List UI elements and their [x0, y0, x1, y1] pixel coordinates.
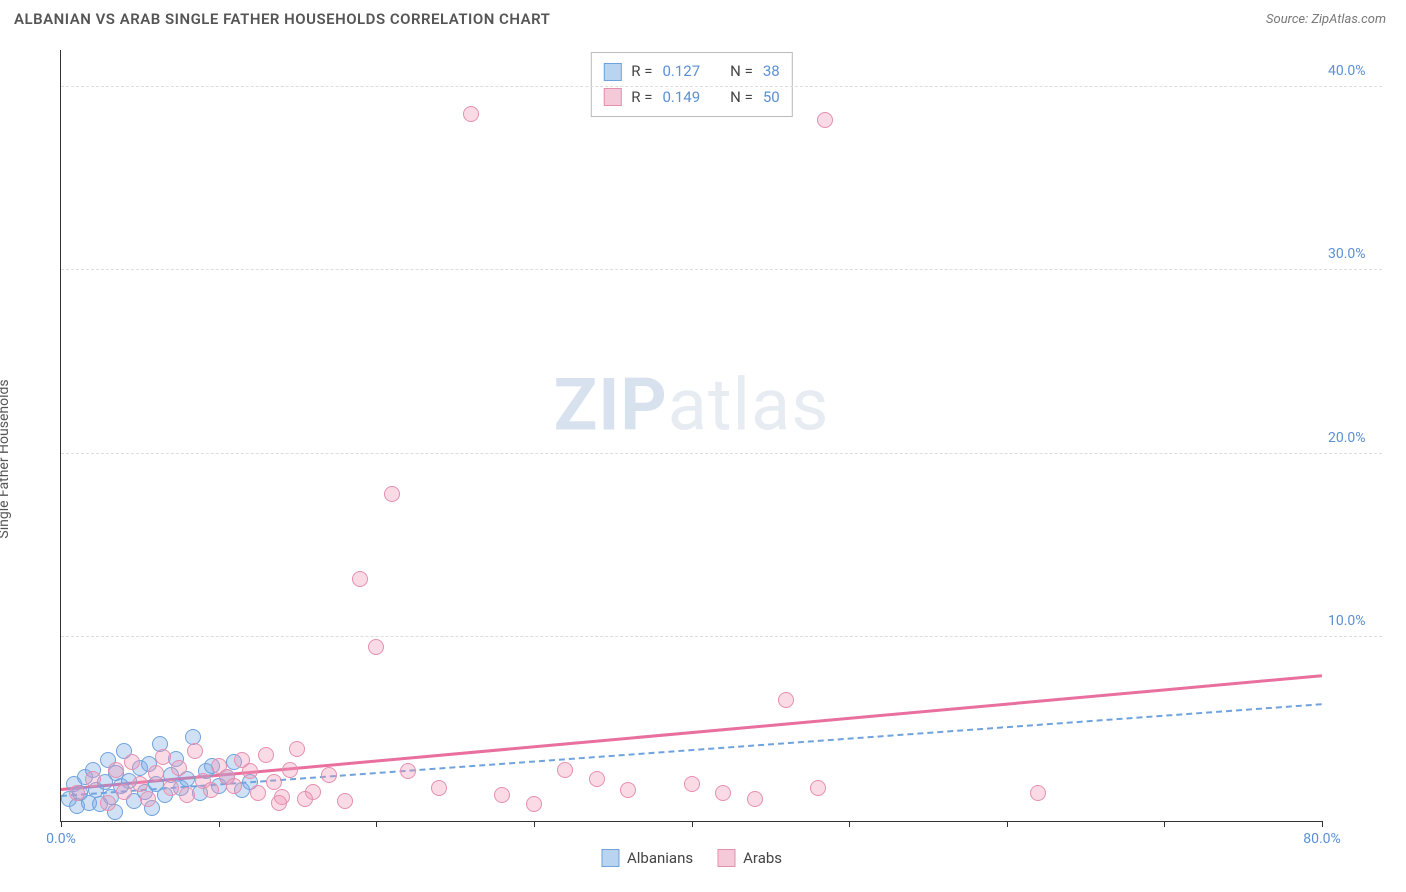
legend-n-value: 50: [763, 85, 780, 111]
data-point: [715, 785, 731, 801]
series-legend-item: Albanians: [601, 849, 693, 867]
gridline: [61, 453, 1382, 454]
legend-r-value: 0.149: [662, 85, 700, 111]
data-point: [810, 780, 826, 796]
data-point: [557, 762, 573, 778]
y-tick-label: 30.0%: [1328, 246, 1384, 262]
legend-n-label: N =: [730, 85, 753, 111]
data-point: [400, 763, 416, 779]
data-point: [463, 106, 479, 122]
data-point: [526, 796, 542, 812]
legend-r-label: R =: [631, 59, 652, 85]
legend-n-label: N =: [730, 59, 753, 85]
x-tick-label: 0.0%: [46, 831, 76, 847]
correlation-legend: R = 0.127 N = 38 R = 0.149 N = 50: [590, 52, 792, 117]
data-point: [187, 743, 203, 759]
x-tick: [1322, 821, 1323, 827]
data-point: [226, 778, 242, 794]
data-point: [266, 774, 282, 790]
data-point: [368, 639, 384, 655]
data-point: [289, 741, 305, 757]
series-legend-label: Arabs: [743, 849, 782, 867]
data-point: [116, 784, 132, 800]
legend-swatch: [601, 849, 619, 867]
data-point: [148, 765, 164, 781]
y-tick-label: 10.0%: [1328, 613, 1384, 629]
data-point: [85, 771, 101, 787]
legend-swatch: [603, 63, 621, 81]
series-legend-label: Albanians: [627, 849, 693, 867]
x-tick-label: 80.0%: [1303, 831, 1341, 847]
plot-area: ZIPatlas R =0.127N =38R =0.149N =50 Alba…: [60, 50, 1322, 822]
data-point: [1030, 785, 1046, 801]
data-point: [132, 776, 148, 792]
gridline: [61, 86, 1382, 87]
legend-row: R = 0.127 N = 38: [603, 59, 779, 85]
data-point: [258, 747, 274, 763]
x-tick: [61, 821, 62, 827]
source-value: ZipAtlas.com: [1311, 12, 1386, 27]
data-point: [250, 785, 266, 801]
header: ALBANIAN VS ARAB SINGLE FATHER HOUSEHOLD…: [0, 0, 1406, 34]
gridline: [61, 636, 1382, 637]
data-point: [778, 692, 794, 708]
legend-r-value: 0.127: [662, 59, 700, 85]
data-point: [589, 771, 605, 787]
legend-row: R = 0.149 N = 50: [603, 85, 779, 111]
data-point: [494, 787, 510, 803]
data-point: [69, 785, 85, 801]
data-point: [431, 780, 447, 796]
data-point: [100, 795, 116, 811]
data-point: [108, 762, 124, 778]
data-point: [124, 754, 140, 770]
data-point: [817, 112, 833, 128]
source-label: Source:: [1266, 12, 1308, 27]
data-point: [384, 486, 400, 502]
y-tick-label: 40.0%: [1328, 63, 1384, 79]
legend-n-value: 38: [763, 59, 780, 85]
data-point: [203, 782, 219, 798]
x-tick: [219, 821, 220, 827]
x-tick: [849, 821, 850, 827]
gridline: [61, 269, 1382, 270]
watermark-bold: ZIP: [554, 362, 668, 447]
data-point: [321, 767, 337, 783]
legend-swatch: [603, 88, 621, 106]
data-point: [352, 571, 368, 587]
x-tick: [376, 821, 377, 827]
data-point: [297, 791, 313, 807]
data-point: [747, 791, 763, 807]
data-point: [271, 795, 287, 811]
data-point: [337, 793, 353, 809]
series-legend: Albanians Arabs: [601, 849, 782, 867]
data-point: [684, 776, 700, 792]
x-tick: [1007, 821, 1008, 827]
x-tick: [534, 821, 535, 827]
source-attribution: Source: ZipAtlas.com: [1266, 12, 1386, 27]
series-legend-item: Arabs: [717, 849, 782, 867]
data-point: [242, 763, 258, 779]
y-tick-label: 20.0%: [1328, 430, 1384, 446]
legend-r-label: R =: [631, 85, 652, 111]
y-axis-label: Single Father Households: [0, 379, 12, 538]
legend-swatch: [717, 849, 735, 867]
data-point: [185, 729, 201, 745]
data-point: [171, 760, 187, 776]
x-tick: [692, 821, 693, 827]
watermark: ZIPatlas: [554, 362, 830, 447]
data-point: [140, 791, 156, 807]
watermark-rest: atlas: [668, 362, 830, 447]
data-point: [179, 787, 195, 803]
chart-title: ALBANIAN VS ARAB SINGLE FATHER HOUSEHOLD…: [14, 10, 550, 28]
data-point: [282, 762, 298, 778]
data-point: [163, 780, 179, 796]
data-point: [620, 782, 636, 798]
chart-container: Single Father Households ZIPatlas R =0.1…: [14, 40, 1392, 878]
x-tick: [1164, 821, 1165, 827]
data-point: [155, 749, 171, 765]
